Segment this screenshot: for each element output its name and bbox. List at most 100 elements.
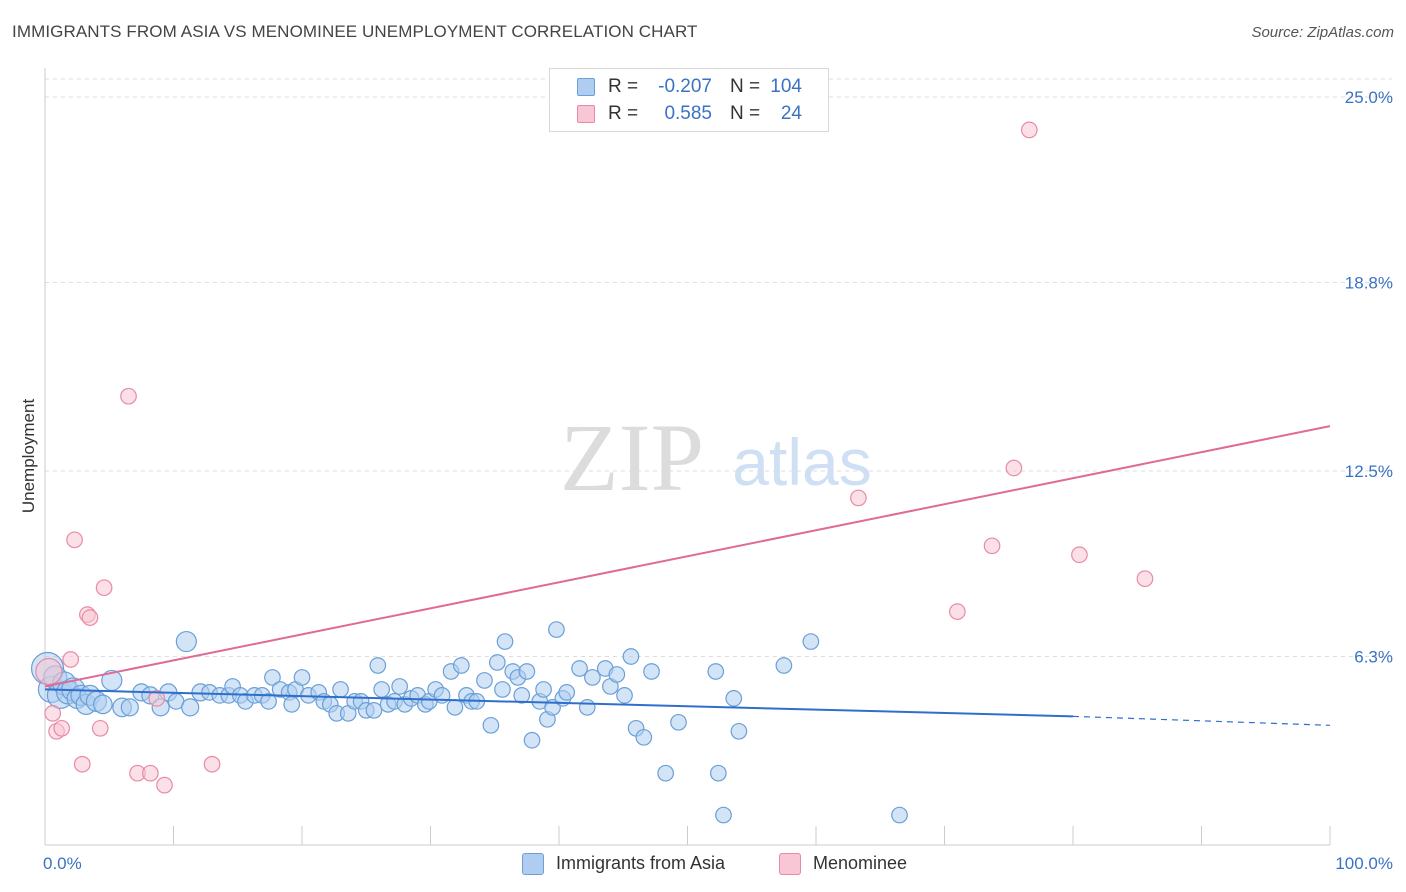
trend-line-immigrants-extension [1072,715,1331,726]
immigrants-point [558,684,576,701]
legend-row-menominee: R = 0.585 N = 24 [550,101,828,127]
immigrants-point [181,698,200,717]
immigrants-point [709,764,727,782]
menominee-point [1136,570,1154,588]
menominee-point [66,531,83,549]
immigrants-point [657,764,675,782]
immigrants-point [513,687,531,704]
immigrants-point [446,699,464,716]
menominee-point [148,690,166,707]
menominee-point [73,755,91,773]
chart-title: IMMIGRANTS FROM ASIA VS MENOMINEE UNEMPL… [12,22,698,41]
menominee-point [120,387,137,405]
menominee-point [850,489,867,507]
legend-r-value: -0.207 [658,76,712,97]
immigrants-point [494,681,511,698]
watermark-zip: ZIP [560,404,704,511]
menominee-point [1071,546,1088,564]
menominee-point [142,764,159,782]
menominee-point [62,651,80,668]
legend-r-value: 0.585 [664,103,712,124]
immigrants-point [452,657,470,674]
immigrants-point [518,663,536,680]
legend-n-label: N = [730,76,761,97]
menominee-point [1005,459,1023,477]
y-tick-label: 25.0% [1345,88,1393,107]
legend-swatch-pink [779,853,801,875]
legend-label-menominee: Menominee [813,853,908,873]
y-tick-label: 6.3% [1354,648,1393,667]
immigrants-point [264,669,281,686]
menominee-point [91,719,109,737]
immigrants-point [293,669,311,686]
watermark: ZIP atlas [560,404,872,511]
legend-n-value: 104 [770,76,802,97]
legend-row-immigrants: R = -0.207 N = 104 [550,74,828,100]
immigrants-point [373,681,391,698]
immigrants-point [715,806,732,824]
immigrants-point [635,728,653,746]
menominee-point [203,755,221,773]
series-menominee [35,121,1154,794]
immigrants-point [120,698,139,717]
menominee-point [983,537,1001,555]
immigrants-point [725,690,743,707]
immigrants-point [369,657,387,674]
immigrants-point [488,654,506,671]
correlation-legend: R = -0.207 N = 104 R = 0.585 N = 24 [549,68,829,132]
immigrants-point [571,660,588,677]
legend-swatch-blue [577,78,595,96]
menominee-point [1020,121,1038,139]
immigrants-point [283,696,301,713]
menominee-point [53,719,71,737]
immigrants-point [622,648,640,665]
immigrants-point [802,633,820,650]
y-tick-label: 18.8% [1345,274,1393,293]
menominee-point [81,609,99,626]
immigrants-point [643,663,660,680]
y-tick-label: 12.5% [1345,462,1393,481]
menominee-point [35,657,63,686]
immigrants-point [730,722,748,740]
immigrants-point [548,621,565,638]
immigrants-point [616,687,633,704]
legend-swatch-pink [577,105,595,123]
immigrants-point [707,663,725,680]
immigrants-point [670,713,687,731]
immigrants-point [332,681,349,698]
menominee-point [95,579,113,597]
immigrants-point [391,678,409,695]
x-tick-label-end: 100.0% [1335,854,1393,873]
trend-line-menominee [44,425,1331,688]
immigrants-point [365,702,383,719]
immigrants-point [891,806,908,824]
watermark-atlas: atlas [732,425,871,499]
immigrants-point [584,669,601,686]
legend-label-immigrants: Immigrants from Asia [556,853,726,873]
x-tick-label-start: 0.0% [43,854,82,873]
immigrants-point [476,672,493,689]
immigrants-point [523,731,541,749]
trend-lines [44,425,1331,726]
legend-n-value: 24 [780,103,802,124]
legend-r-label: R = [608,76,639,97]
tick-labels: 6.3% 12.5% 18.8% 25.0% 0.0% 100.0% [43,88,1393,873]
immigrants-point [92,694,113,715]
immigrants-point [482,716,500,734]
menominee-point [948,603,966,620]
legend-r-label: R = [608,103,639,124]
immigrants-point [608,666,626,683]
trend-line-immigrants [44,688,1074,718]
menominee-point [44,705,62,722]
series-legend: Immigrants from Asia Menominee [0,852,1406,878]
legend-n-label: N = [730,103,761,124]
legend-swatch-blue [522,853,544,875]
y-axis-label: Unemployment [19,399,38,514]
grid-lines [45,78,1392,658]
immigrants-point [578,699,596,716]
immigrants-point [535,681,552,698]
immigrants-point [175,630,197,653]
immigrants-point [260,693,277,710]
menominee-point [156,776,173,794]
